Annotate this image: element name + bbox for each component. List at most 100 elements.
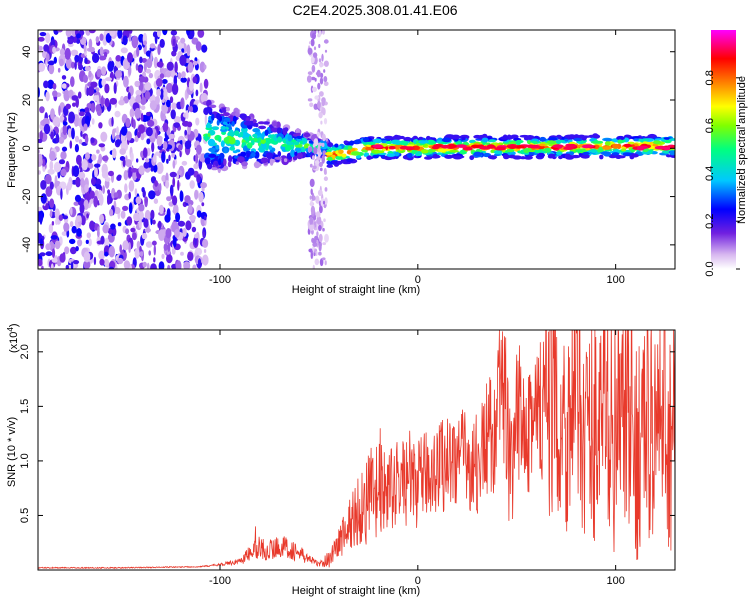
heatmap-cell (602, 146, 612, 150)
heatmap-cell (182, 227, 187, 237)
heatmap-cell (161, 175, 167, 182)
heatmap-cell (245, 117, 251, 122)
heatmap-cell (228, 137, 236, 145)
heatmap-cell (208, 153, 217, 158)
heatmap-cell (144, 82, 152, 91)
heatmap-cell (620, 146, 626, 149)
heatmap-cell (174, 229, 181, 238)
heatmap-cell (616, 135, 625, 141)
heatmap-cell (148, 72, 154, 79)
heatmap-cell (99, 55, 107, 61)
heatmap-cell (335, 155, 344, 160)
heatmap-cell (98, 193, 104, 206)
heatmap-cell (104, 177, 111, 182)
heatmap-cell (41, 265, 44, 269)
heatmap-cell (400, 145, 407, 150)
heatmap-cell (156, 61, 164, 68)
heatmap-cell (172, 38, 176, 47)
heatmap-cell (324, 233, 329, 243)
heatmap-cell (88, 46, 95, 53)
heatmap-cell (187, 251, 192, 257)
heatmap-cell (309, 178, 315, 188)
heatmap-cell (45, 251, 53, 257)
heatmap-cell (70, 206, 73, 216)
heatmap-cell (108, 245, 116, 258)
snr-series-line (38, 330, 675, 570)
heatmap-cell (91, 118, 95, 125)
heatmap-cell (49, 150, 56, 162)
heatmap-cell (306, 75, 312, 83)
heatmap-cell (324, 197, 328, 205)
heatmap-cell (91, 177, 96, 186)
heatmap-cell (94, 163, 101, 168)
heatmap-cell (74, 118, 79, 127)
heatmap-cell (569, 151, 575, 156)
heatmap-cell (323, 39, 329, 44)
heatmap-cell (96, 149, 100, 154)
heatmap-cell (59, 58, 64, 67)
heatmap-cell (310, 56, 315, 64)
heatmap-cell (117, 174, 122, 180)
heatmap-cell (88, 38, 93, 50)
heatmap-cell (47, 60, 55, 66)
heatmap-cell (338, 149, 344, 155)
heatmap-cell (603, 138, 614, 142)
heatmap-cell (204, 133, 208, 142)
heatmap-cell (321, 155, 326, 164)
heatmap-cell (312, 52, 318, 58)
heatmap-cell (179, 190, 183, 203)
heatmap-cell (187, 121, 193, 128)
heatmap-cell (55, 133, 60, 144)
heatmap-cell (381, 148, 386, 152)
heatmap-cell (91, 154, 97, 161)
spectrogram-heatmap (38, 30, 675, 269)
heatmap-cell (663, 146, 671, 151)
heatmap-cell (130, 168, 138, 173)
heatmap-cell (469, 155, 475, 161)
heatmap-cell (142, 261, 147, 268)
heatmap-cell (271, 127, 279, 133)
heatmap-cell (220, 140, 225, 148)
heatmap-cell (276, 136, 283, 143)
heatmap-cell (669, 150, 675, 156)
heatmap-cell (169, 171, 177, 178)
heatmap-cell (296, 135, 303, 139)
heatmap-cell (172, 177, 176, 188)
heatmap-cell (232, 150, 238, 154)
heatmap-cell (264, 129, 269, 136)
heatmap-cell (192, 76, 198, 84)
heatmap-cell (88, 70, 92, 78)
heatmap-cell (447, 144, 457, 148)
heatmap-cell (237, 156, 245, 163)
heatmap-cell (487, 155, 498, 160)
colorbar-tick-label: 0.4 (704, 166, 716, 181)
heatmap-cell (109, 208, 114, 217)
heatmap-cell (69, 140, 73, 149)
heatmap-cell (107, 189, 111, 195)
heatmap-cell (185, 220, 192, 231)
heatmap-cell (67, 38, 74, 45)
heatmap-cell (118, 99, 125, 106)
heatmap-cell (175, 260, 182, 269)
heatmap-cell (76, 228, 82, 237)
heatmap-cell (310, 205, 315, 215)
heatmap-cell (481, 133, 488, 139)
heatmap-cell (117, 222, 122, 227)
heatmap-cell (307, 71, 313, 75)
heatmap-cell (220, 125, 226, 130)
heatmap-cell (309, 102, 314, 108)
heatmap-cell (51, 248, 56, 258)
heatmap-cell (143, 61, 147, 73)
heatmap-cell (71, 225, 77, 234)
heatmap-cell (105, 77, 112, 82)
heatmap-cell (121, 70, 125, 81)
heatmap-cell (156, 162, 164, 174)
heatmap-cell (503, 154, 510, 160)
heatmap-cell (102, 185, 105, 194)
heatmap-cell (58, 159, 66, 165)
heatmap-cell (315, 251, 318, 256)
heatmap-cell (153, 244, 156, 256)
heatmap-cell (539, 136, 547, 142)
heatmap-cell (577, 134, 586, 139)
heatmap-cell (111, 128, 116, 140)
